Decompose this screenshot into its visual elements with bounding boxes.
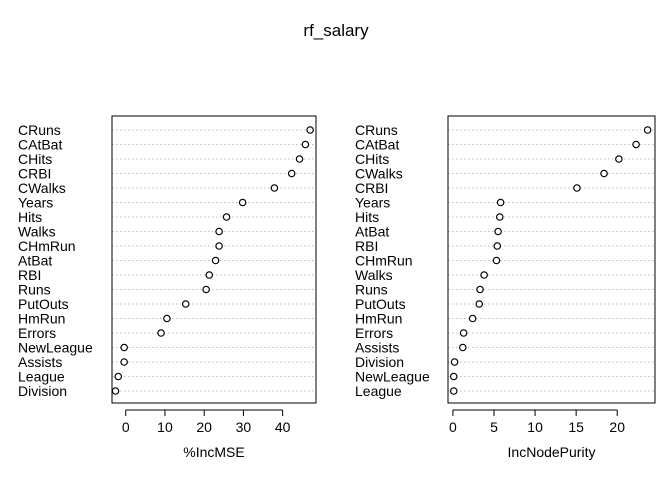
label-chits: CHits: [18, 151, 52, 167]
x-tick-label-inc-node-purity-5: 5: [490, 419, 498, 435]
plot-frame-inc-mse: [111, 115, 317, 404]
point-years: [238, 198, 247, 207]
label-years: Years: [18, 195, 53, 211]
label-assists: Assists: [18, 354, 62, 370]
point-atbat: [494, 227, 502, 236]
point-chits: [295, 155, 304, 163]
point-chmrun: [215, 242, 223, 250]
point-assists: [120, 358, 128, 366]
label-errors: Errors: [18, 325, 56, 341]
point-division: [450, 358, 459, 366]
point-walks: [215, 227, 223, 236]
point-errors: [157, 329, 165, 337]
label-hits: Hits: [355, 209, 379, 225]
point-runs: [202, 285, 210, 294]
point-runs: [476, 285, 484, 294]
point-catbat: [632, 140, 640, 149]
label-assists: Assists: [355, 340, 399, 356]
label-division: Division: [18, 383, 67, 399]
x-tick-label-inc-mse-0: 0: [122, 419, 130, 435]
label-league: League: [355, 383, 402, 399]
point-putouts: [475, 300, 484, 308]
point-cwalks: [270, 184, 279, 192]
point-crbi: [287, 169, 296, 178]
panel-inc-node-purity: CRunsCAtBatCHitsCWalksCRBIYearsHitsAtBat…: [355, 115, 656, 460]
point-cwalks: [600, 169, 608, 178]
label-cruns: CRuns: [355, 122, 398, 138]
label-walks: Walks: [18, 224, 56, 240]
label-years: Years: [355, 195, 390, 211]
label-league: League: [18, 369, 65, 385]
label-rbi: RBI: [18, 267, 41, 283]
label-cwalks: CWalks: [355, 166, 403, 182]
label-walks: Walks: [355, 267, 393, 283]
x-tick-label-inc-mse-20: 20: [196, 419, 212, 435]
label-putouts: PutOuts: [355, 296, 406, 312]
point-hits: [222, 213, 231, 221]
label-runs: Runs: [355, 282, 388, 298]
point-years: [496, 198, 505, 207]
label-division: Division: [355, 354, 404, 370]
point-hmrun: [468, 314, 477, 323]
x-tick-label-inc-node-purity-20: 20: [609, 419, 625, 435]
point-cruns: [306, 126, 314, 134]
point-league: [114, 372, 123, 381]
point-crbi: [573, 184, 581, 192]
point-catbat: [301, 140, 310, 149]
point-newleague: [120, 343, 128, 352]
label-chits: CHits: [355, 151, 389, 167]
point-atbat: [211, 256, 220, 265]
label-catbat: CAtBat: [18, 137, 62, 153]
x-axis-label-inc-node-purity: IncNodePurity: [508, 444, 596, 460]
x-tick-label-inc-mse-10: 10: [157, 419, 173, 435]
label-hmrun: HmRun: [355, 311, 402, 327]
point-hmrun: [163, 314, 171, 323]
label-hmrun: HmRun: [18, 311, 65, 327]
label-newleague: NewLeague: [18, 340, 93, 356]
label-chmrun: CHmRun: [18, 238, 76, 254]
x-tick-label-inc-node-purity-15: 15: [568, 419, 584, 435]
point-cruns: [643, 126, 652, 134]
label-newleague: NewLeague: [355, 369, 430, 385]
label-rbi: RBI: [355, 238, 378, 254]
point-division: [111, 387, 120, 395]
x-axis-label-inc-mse: %IncMSE: [183, 444, 244, 460]
x-tick-label-inc-node-purity-10: 10: [527, 419, 543, 435]
label-cwalks: CWalks: [18, 180, 66, 196]
point-assists: [458, 343, 467, 352]
point-errors: [459, 329, 468, 337]
point-newleague: [449, 372, 458, 381]
point-chmrun: [492, 256, 501, 265]
label-errors: Errors: [355, 325, 393, 341]
label-crbi: CRBI: [355, 180, 388, 196]
label-hits: Hits: [18, 209, 42, 225]
point-hits: [495, 213, 504, 221]
label-atbat: AtBat: [18, 253, 52, 269]
plot-frame-inc-node-purity: [447, 115, 656, 404]
panel-inc-mse: CRunsCAtBatCHitsCRBICWalksYearsHitsWalks…: [18, 115, 317, 460]
label-crbi: CRBI: [18, 166, 51, 182]
label-chmrun: CHmRun: [355, 253, 413, 269]
label-runs: Runs: [18, 282, 51, 298]
x-tick-label-inc-mse-30: 30: [236, 419, 252, 435]
point-putouts: [181, 300, 190, 308]
point-walks: [480, 271, 488, 279]
label-cruns: CRuns: [18, 122, 61, 138]
point-chits: [615, 155, 623, 163]
point-league: [449, 387, 458, 395]
x-tick-label-inc-node-purity-0: 0: [449, 419, 457, 435]
label-putouts: PutOuts: [18, 296, 69, 312]
point-rbi: [493, 242, 502, 250]
x-tick-label-inc-mse-40: 40: [275, 419, 291, 435]
label-catbat: CAtBat: [355, 137, 399, 153]
figure-title: rf_salary: [303, 21, 369, 40]
label-atbat: AtBat: [355, 224, 389, 240]
point-rbi: [205, 271, 214, 279]
